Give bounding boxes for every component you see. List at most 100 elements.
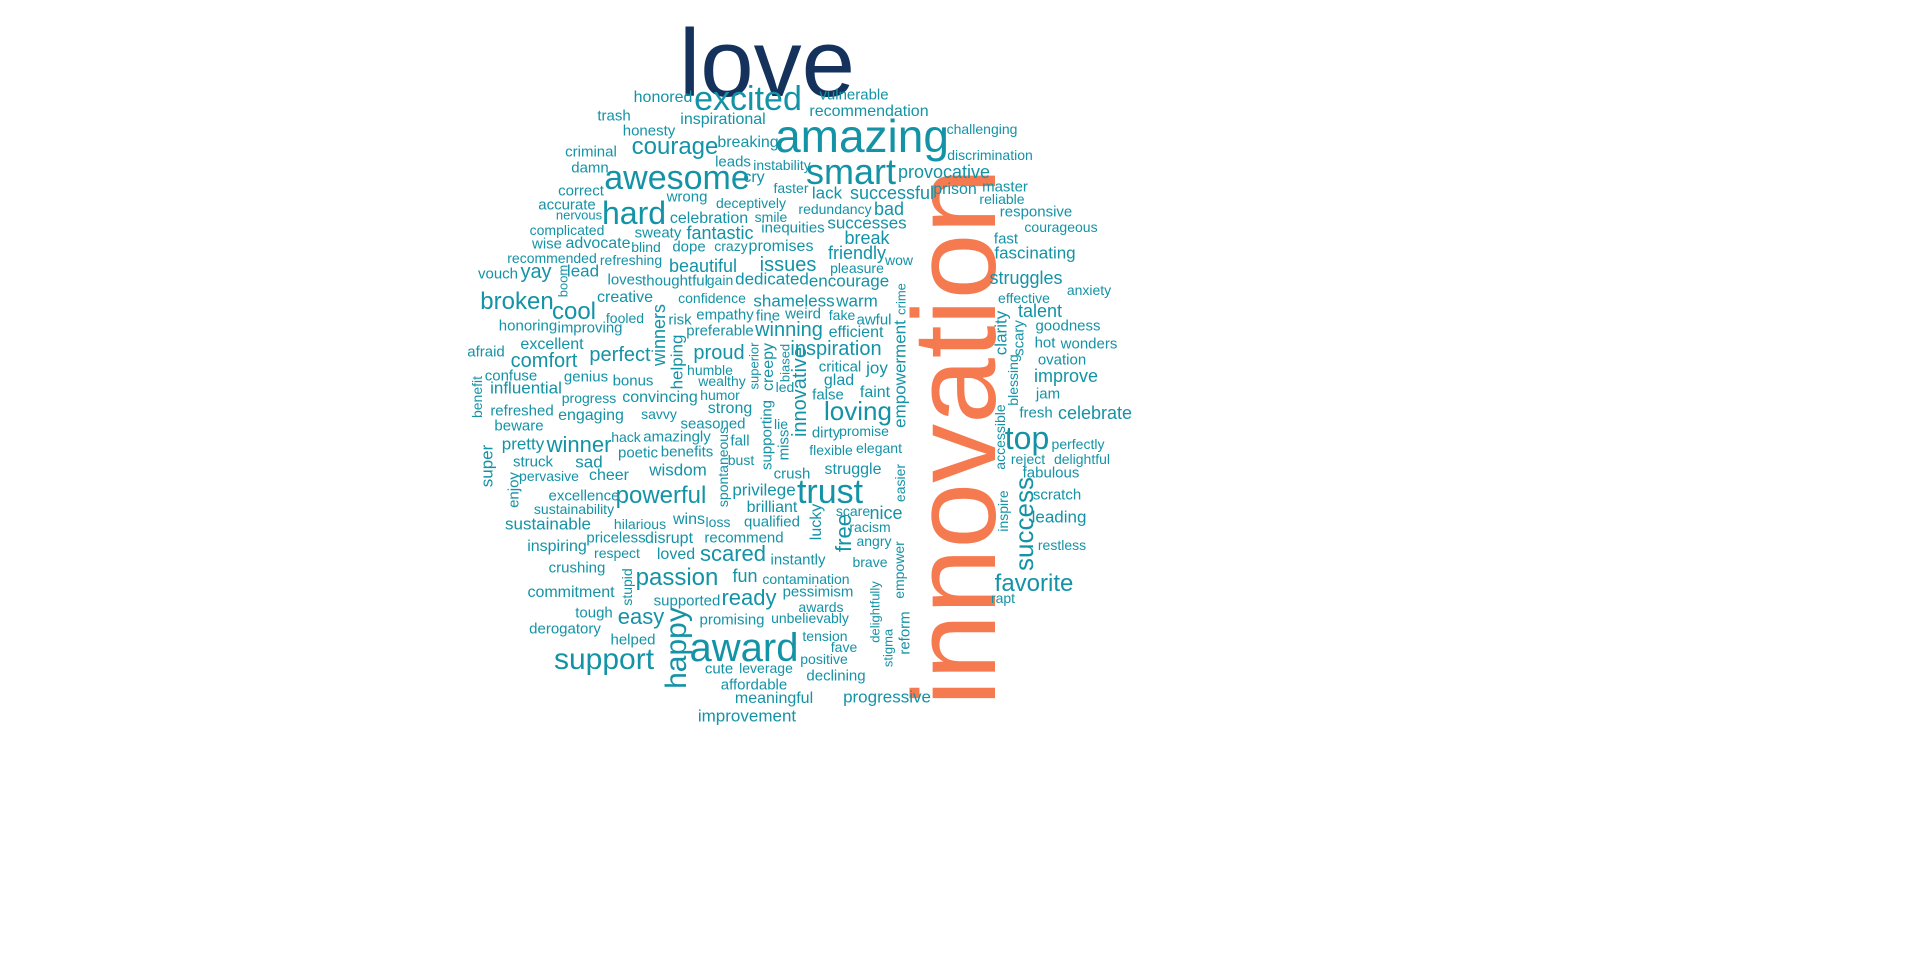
cloud-word: happy	[660, 607, 693, 689]
cloud-word: helping	[667, 334, 687, 390]
cloud-word: anxiety	[1066, 282, 1112, 298]
cloud-word: easier	[892, 463, 908, 503]
cloud-word: declining	[806, 667, 866, 685]
cloud-word: creepy	[760, 342, 777, 392]
cloud-word: confuse	[484, 367, 538, 385]
cloud-word: accessible	[992, 404, 1008, 470]
cloud-word: correct	[558, 182, 604, 200]
cloud-word: struck	[512, 453, 554, 471]
cloud-word: convincing	[622, 389, 698, 406]
cloud-word: privilege	[732, 480, 796, 500]
cloud-word: sweaty	[634, 224, 682, 242]
cloud-word: crazy	[714, 238, 748, 254]
cloud-word: challenging	[946, 121, 1018, 137]
cloud-word: warm	[836, 291, 878, 311]
cloud-word: blessing	[1005, 354, 1021, 406]
cloud-word: crush	[773, 465, 811, 483]
cloud-word: delightful	[1053, 451, 1111, 467]
cloud-word: hilarious	[613, 516, 667, 532]
cloud-word: scary	[1010, 320, 1028, 356]
cloud-word: promising	[699, 611, 765, 629]
cloud-word: dedicated	[735, 269, 809, 289]
cloud-word: genius	[563, 368, 609, 386]
cloud-word: scared	[699, 541, 767, 566]
cloud-word: honoring	[498, 317, 558, 335]
cloud-word: perfect	[589, 344, 651, 366]
cloud-word: supporting	[758, 399, 776, 471]
cloud-word: joy	[866, 358, 888, 378]
cloud-word: improve	[1033, 366, 1099, 386]
cloud-word: fake	[828, 307, 856, 323]
cloud-word: dirty	[811, 424, 841, 442]
cloud-word: helped	[610, 631, 656, 649]
cloud-word: empathy	[696, 306, 754, 324]
cloud-word: fun	[732, 566, 758, 586]
cloud-word: contamination	[762, 571, 850, 587]
cloud-word: seasoned	[680, 415, 746, 433]
cloud-word: lucky	[808, 503, 825, 541]
cloud-word: responsive	[999, 203, 1073, 221]
cloud-word: loved	[656, 546, 696, 563]
cloud-word: efficient	[828, 324, 884, 341]
cloud-word: instability	[753, 157, 811, 173]
cloud-word: honesty	[622, 122, 676, 140]
cloud-word: winning	[755, 319, 823, 341]
cloud-word: bonus	[612, 372, 654, 390]
cloud-word: friendly	[827, 243, 887, 263]
cloud-word: award	[689, 626, 799, 670]
cloud-word: loves	[607, 271, 643, 289]
cloud-word: fall	[730, 432, 750, 450]
cloud-word: sustainable	[504, 514, 592, 534]
cloud-word: critical	[818, 358, 862, 376]
cloud-word: inequities	[761, 219, 825, 237]
cloud-word: supported	[653, 592, 721, 610]
cloud-word: trash	[597, 107, 631, 125]
cloud-word: break	[844, 228, 890, 248]
cloud-word: powerful	[615, 482, 707, 509]
cloud-word: bust	[727, 452, 755, 468]
cloud-word: rapt	[990, 590, 1016, 606]
cloud-word: sad	[575, 452, 603, 472]
cloud-word: tough	[575, 604, 613, 622]
cloud-word: respect	[594, 545, 640, 561]
cloud-word: brilliant	[746, 499, 798, 516]
cloud-word: savvy	[641, 406, 677, 422]
cloud-word: celebration	[669, 210, 749, 227]
cloud-word: fascinating	[994, 243, 1076, 263]
cloud-word: hard	[601, 195, 667, 231]
cloud-word: pretty	[501, 434, 545, 454]
cloud-word: promise	[839, 423, 889, 439]
cloud-word: strong	[707, 400, 753, 417]
cloud-word: loving	[824, 396, 892, 426]
cloud-word: pervasive	[519, 468, 579, 484]
cloud-word: inspire	[995, 490, 1011, 532]
cloud-word: instantly	[770, 551, 826, 569]
cloud-word: engaging	[558, 407, 624, 424]
cloud-word: loss	[705, 514, 731, 530]
cloud-word: top	[1004, 420, 1050, 456]
cloud-word: priceless	[586, 529, 646, 547]
cloud-word: super	[477, 444, 497, 488]
cloud-word: recommend	[704, 529, 784, 547]
cloud-word: led	[775, 379, 795, 395]
cloud-word: humor	[700, 387, 740, 403]
cloud-word: brave	[852, 554, 888, 570]
cloud-word: vouch	[477, 265, 519, 283]
cloud-word: nervous	[555, 207, 603, 223]
cloud-word: pessimism	[782, 583, 854, 601]
cloud-word: nice	[869, 503, 903, 523]
cloud-word: benefits	[660, 443, 714, 461]
cloud-word: stupid	[619, 568, 635, 606]
cloud-word: meaningful	[734, 690, 814, 707]
cloud-word: thoughtful	[642, 272, 708, 290]
cloud-word: effective	[998, 290, 1050, 306]
cloud-word: benefit	[469, 375, 485, 419]
cloud-word: encourage	[808, 271, 890, 291]
cloud-word: tension	[802, 628, 848, 644]
cloud-word: boom	[555, 264, 571, 298]
cloud-word: goodness	[1035, 317, 1101, 335]
cloud-word: proud	[693, 342, 745, 364]
cloud-word: complicated	[529, 222, 605, 238]
cloud-word: broken	[480, 288, 554, 315]
cloud-word: excellent	[520, 336, 584, 353]
